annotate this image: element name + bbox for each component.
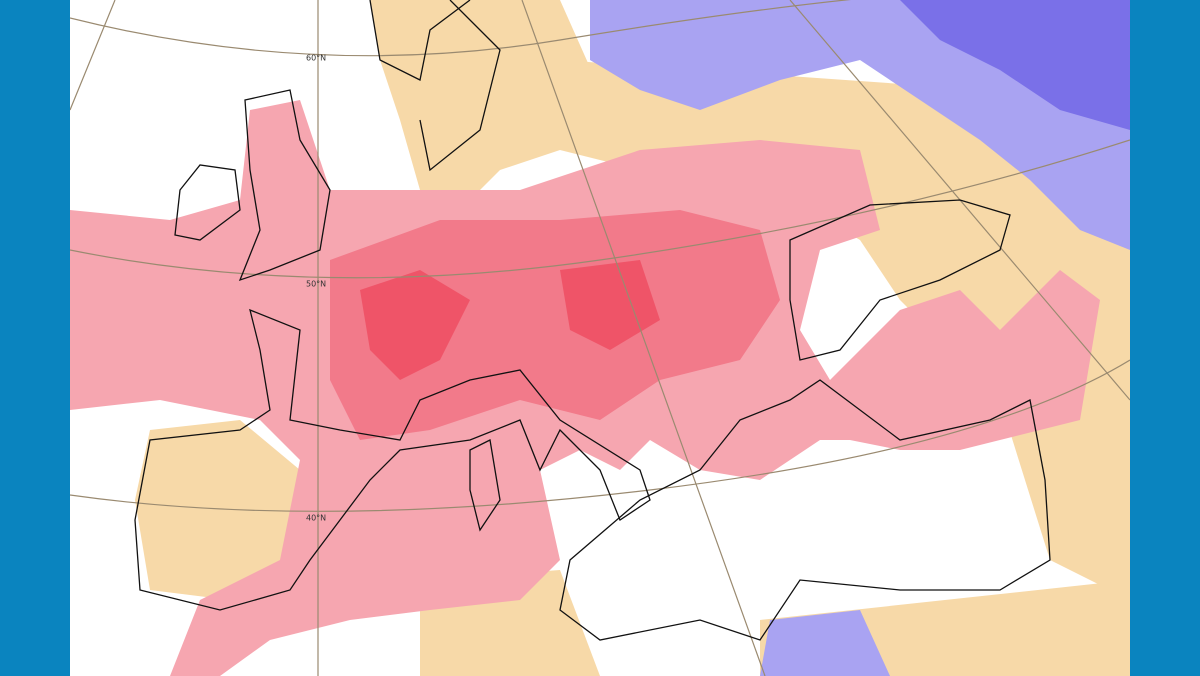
latitude-label: 40°N [306, 514, 326, 523]
coastline [238, 89, 331, 282]
coastline [369, 0, 501, 172]
land-neutral [135, 420, 300, 600]
land-neutral [370, 0, 600, 200]
latitude-line [70, 359, 1130, 512]
anomaly-warm-peak [560, 260, 660, 350]
meridian-line [70, 0, 116, 111]
anomaly-cold [760, 610, 890, 676]
land-neutral [560, 60, 1130, 600]
coastline [559, 379, 1051, 641]
latitude-line [70, 0, 852, 57]
anomaly-cold-strong [900, 0, 1130, 130]
anomaly-warm-strong [330, 210, 780, 440]
coastline [134, 308, 651, 611]
meridian-line [521, 0, 766, 676]
coastline [174, 164, 241, 241]
map: 60°N 50°N 40°N [70, 0, 1130, 676]
coastline [789, 199, 1011, 361]
anomaly-warm-peak [360, 270, 470, 380]
latitude-label: 50°N [306, 280, 326, 289]
latitude-line [70, 139, 1130, 279]
coastline [469, 439, 501, 532]
latitude-label: 60°N [306, 54, 326, 63]
